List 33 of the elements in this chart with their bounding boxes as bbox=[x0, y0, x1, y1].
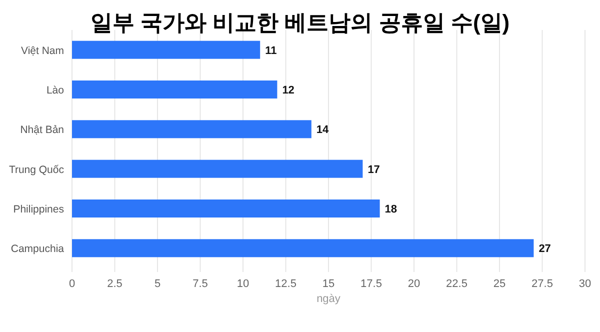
chart-title: 일부 국가와 비교한 베트남의 공휴일 수(일) bbox=[90, 10, 510, 35]
y-tick-label: Campuchia bbox=[10, 243, 64, 256]
x-tick-label: 30 bbox=[578, 278, 592, 290]
data-label: 14 bbox=[316, 124, 330, 136]
data-label: 12 bbox=[282, 84, 294, 96]
y-tick-label: Việt Nam bbox=[21, 44, 64, 57]
bar bbox=[72, 80, 278, 98]
x-tick-label: 15 bbox=[322, 278, 335, 290]
x-axis-title: ngày bbox=[316, 293, 341, 305]
x-tick-label: 0 bbox=[68, 278, 76, 290]
data-label: 17 bbox=[368, 164, 380, 176]
x-tick-label: 2.5 bbox=[107, 278, 122, 290]
y-tick-label: Philippines bbox=[13, 204, 64, 216]
x-tick-label: 25 bbox=[493, 278, 506, 290]
x-tick-label: 5 bbox=[154, 278, 161, 290]
x-tick-label: 22.5 bbox=[446, 278, 468, 290]
data-label: 11 bbox=[265, 44, 277, 57]
y-tick-label: Nhật Bản bbox=[20, 124, 64, 136]
x-tick-label: 12.5 bbox=[275, 278, 296, 290]
bar bbox=[72, 200, 380, 218]
bar bbox=[72, 160, 363, 178]
data-label: 18 bbox=[384, 204, 398, 216]
x-tick-label: 17.5 bbox=[360, 278, 382, 290]
bar bbox=[72, 40, 260, 59]
bar bbox=[72, 239, 534, 258]
x-tick-label: 7.5 bbox=[192, 278, 208, 290]
y-tick-label: Trung Quốc bbox=[8, 164, 64, 176]
x-tick-label: 10 bbox=[236, 278, 250, 290]
y-tick-label: Lào bbox=[46, 84, 64, 96]
x-tick-label: 27.5 bbox=[532, 278, 553, 290]
x-tick-label: 20 bbox=[408, 278, 420, 290]
bar bbox=[72, 120, 312, 138]
data-label: 27 bbox=[538, 243, 551, 256]
